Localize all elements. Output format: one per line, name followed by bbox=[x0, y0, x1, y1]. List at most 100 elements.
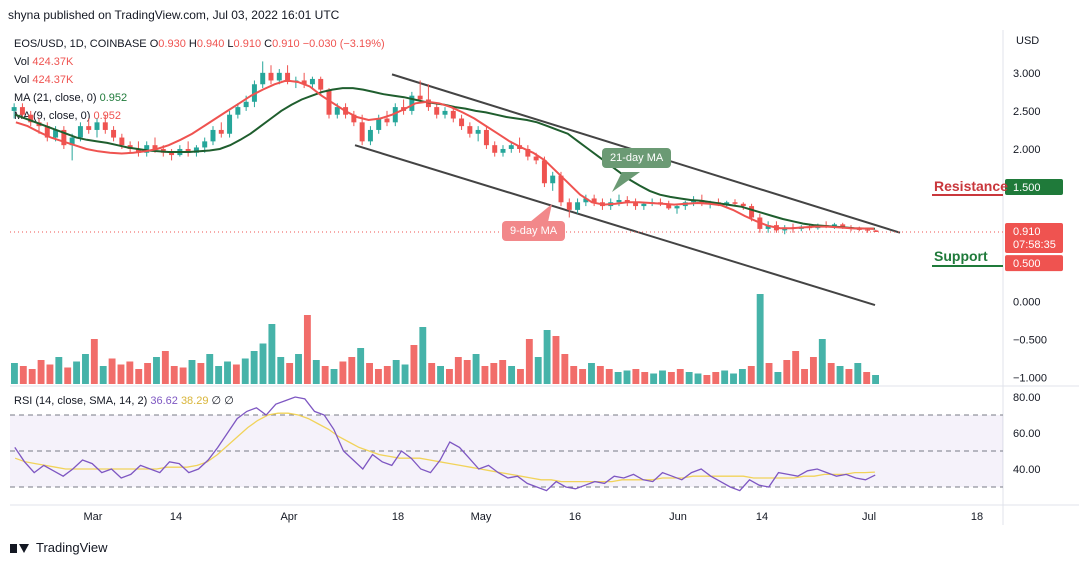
volume-bar bbox=[28, 369, 36, 384]
volume-bar bbox=[872, 375, 879, 384]
volume-bar bbox=[463, 360, 471, 384]
ma9-annotation: 9-day MA bbox=[502, 221, 566, 241]
x-tick-label: 16 bbox=[569, 511, 581, 523]
x-tick-label: 14 bbox=[170, 511, 182, 523]
volume-bar bbox=[446, 369, 453, 384]
resistance-badge: 1.500 bbox=[1013, 182, 1041, 194]
volume-bar bbox=[694, 373, 702, 384]
support-badge: 0.500 bbox=[1013, 258, 1041, 270]
volume-bar bbox=[543, 330, 551, 384]
rsi-na-2: ∅ bbox=[224, 395, 234, 407]
volume-bar bbox=[588, 363, 595, 384]
volume-bar bbox=[605, 369, 613, 384]
candle-body bbox=[334, 107, 340, 115]
volume-bar bbox=[499, 360, 507, 384]
price-badge: 07:58:35 bbox=[1013, 239, 1056, 251]
rsi-sma-value: 38.29 bbox=[180, 395, 209, 407]
candle-body bbox=[624, 199, 630, 203]
volume-bar bbox=[179, 367, 187, 384]
volume-bar bbox=[854, 363, 862, 384]
volume-bar bbox=[827, 363, 835, 384]
legend-vol-label-2[interactable]: Vol bbox=[14, 74, 30, 86]
candle-body bbox=[359, 122, 365, 142]
x-tick-label: 18 bbox=[392, 511, 404, 523]
ma9-line bbox=[15, 79, 875, 230]
volume-bar bbox=[277, 357, 285, 384]
candle-body bbox=[492, 145, 498, 153]
legend-ma9-value: 0.952 bbox=[93, 110, 122, 122]
candle-body bbox=[53, 129, 59, 138]
volume-bar bbox=[792, 351, 800, 384]
candle-body bbox=[749, 206, 755, 218]
channel-lower-line bbox=[354, 144, 876, 307]
candle-body bbox=[260, 72, 266, 85]
volume-bar bbox=[659, 370, 666, 384]
volume-bar bbox=[224, 361, 231, 384]
candle-body bbox=[367, 129, 373, 142]
volume-bar bbox=[348, 357, 356, 384]
volume-bar bbox=[454, 357, 462, 384]
volume-bar bbox=[641, 372, 649, 384]
volume-bar bbox=[108, 358, 116, 384]
candle-body bbox=[77, 126, 83, 138]
footer-brand[interactable]: TradingView bbox=[36, 540, 108, 555]
volume-bar bbox=[685, 372, 693, 384]
volume-bar bbox=[783, 360, 791, 384]
volume-bar bbox=[126, 361, 134, 384]
candle-body bbox=[102, 122, 108, 130]
candle-body bbox=[558, 175, 564, 203]
candle-body bbox=[459, 118, 465, 127]
candle-body bbox=[19, 107, 25, 115]
candle-body bbox=[301, 80, 307, 85]
volume-bar bbox=[836, 366, 844, 384]
candle-body bbox=[152, 145, 158, 149]
rsi-tick-label: 80.00 bbox=[1013, 392, 1041, 404]
legend-vol-value-2: 424.37K bbox=[32, 74, 74, 86]
candle-body bbox=[28, 114, 34, 123]
volume-bar bbox=[579, 369, 587, 384]
y-tick-label: 2.500 bbox=[1013, 106, 1041, 118]
header-bar: shyna published on TradingView.com, Jul … bbox=[0, 0, 1079, 30]
candle-body bbox=[550, 175, 556, 184]
candle-body bbox=[144, 145, 150, 153]
legend-ma21: MA (21, close, 0) 0.952 bbox=[14, 89, 385, 107]
volume-bar bbox=[241, 358, 249, 384]
volume-bar bbox=[259, 343, 267, 384]
volume-bar bbox=[82, 354, 89, 384]
candle-body bbox=[641, 203, 647, 207]
candle-body bbox=[94, 122, 100, 130]
ma9-annotation-pointer bbox=[530, 204, 552, 222]
legend-low: 0.910 bbox=[233, 38, 262, 50]
volume-bar bbox=[64, 367, 72, 384]
volume-bar bbox=[357, 348, 365, 384]
candle-body bbox=[309, 78, 315, 85]
candle-body bbox=[135, 148, 141, 153]
candle-body bbox=[218, 129, 224, 134]
tradingview-logo-icon[interactable] bbox=[10, 542, 30, 554]
legend-vol-label[interactable]: Vol bbox=[14, 56, 30, 68]
volume-bar bbox=[321, 366, 329, 384]
volume-bar bbox=[295, 354, 302, 384]
candle-body bbox=[873, 230, 879, 232]
candle-body bbox=[318, 78, 324, 90]
candle-body bbox=[724, 202, 730, 205]
volume-bar bbox=[552, 336, 560, 384]
volume-bar bbox=[392, 360, 400, 384]
currency-label[interactable]: USD bbox=[1016, 35, 1040, 47]
y-tick-label: −0.500 bbox=[1013, 334, 1047, 346]
volume-bar bbox=[73, 361, 81, 384]
volume-bar bbox=[188, 360, 196, 384]
legend-ma21-label[interactable]: MA (21, close, 0) bbox=[14, 92, 97, 104]
volume-bar bbox=[11, 363, 18, 384]
candle-body bbox=[583, 198, 589, 203]
volume-bar bbox=[747, 366, 755, 384]
legend-high: 0.940 bbox=[196, 38, 225, 50]
candle-body bbox=[268, 72, 274, 81]
volume-bar bbox=[215, 366, 223, 384]
volume-bar bbox=[286, 363, 294, 384]
rsi-legend-label[interactable]: RSI (14, close, SMA, 14, 2) bbox=[14, 395, 148, 407]
legend-symbol[interactable]: EOS/USD, 1D, COINBASE bbox=[14, 38, 147, 50]
candle-body bbox=[44, 126, 50, 138]
candle-body bbox=[384, 118, 390, 123]
